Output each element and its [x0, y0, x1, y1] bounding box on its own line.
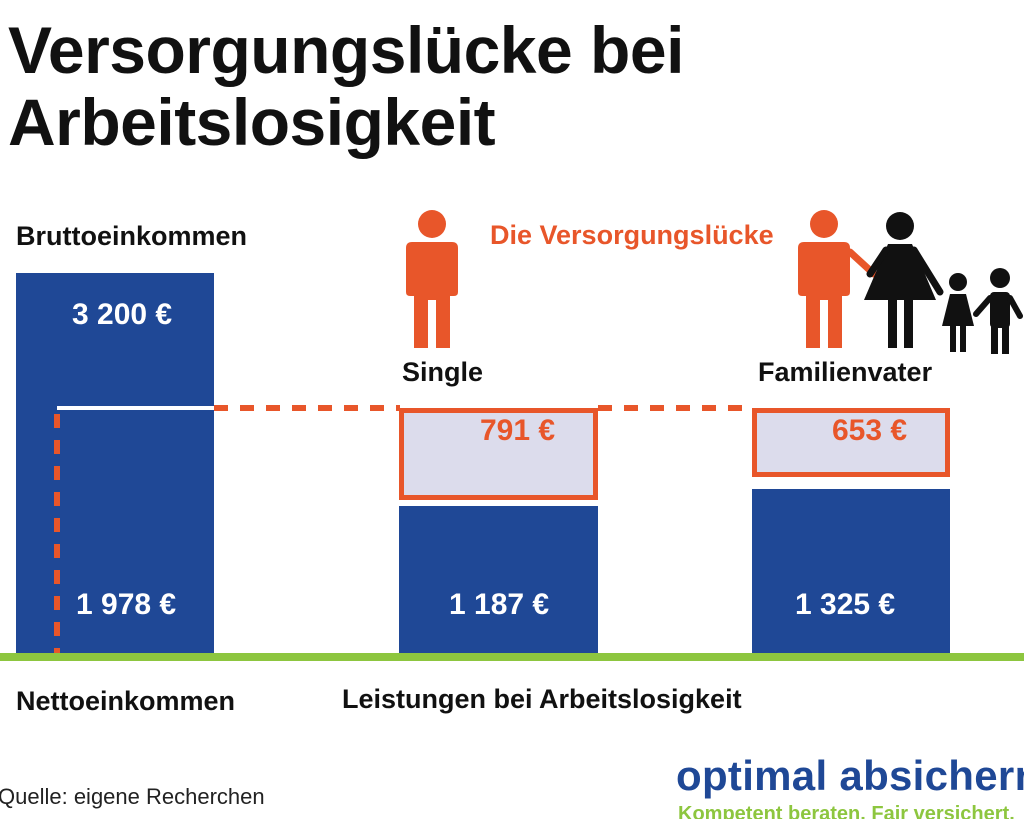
gross-income-label: Bruttoeinkommen [16, 221, 248, 251]
family-label: Familienvater [758, 357, 933, 387]
title-line-2: Arbeitslosigkeit [8, 85, 496, 159]
single-gap-value-label: 791 € [480, 414, 556, 447]
person-icon [406, 210, 458, 348]
gap-heading: Die Versorgungslücke [490, 220, 774, 250]
title-line-1: Versorgungslücke bei [8, 13, 684, 87]
brand-tagline: Kompetent beraten. Fair versichert. [678, 803, 1015, 819]
net-value-label: 1 978 € [76, 588, 177, 621]
family-gap-value-label: 653 € [832, 414, 908, 447]
gross-income-bar [16, 273, 214, 653]
single-benefit-value-label: 1 187 € [449, 588, 550, 621]
family-gap-box [752, 408, 950, 477]
single-gap-box [399, 408, 598, 500]
benefits-label: Leistungen bei Arbeitslosigkeit [342, 684, 742, 714]
baseline [0, 653, 1024, 661]
page-title: Versorgungslücke bei Arbeitslosigkeit [8, 14, 684, 158]
source-note: Quelle: eigene Recherchen [0, 784, 265, 809]
gross-value-label: 3 200 € [72, 298, 173, 331]
net-income-level-line [57, 406, 214, 410]
single-benefit-bar [399, 505, 598, 653]
family-benefit-bar [752, 488, 950, 653]
single-label: Single [402, 357, 484, 387]
family-benefit-value-label: 1 325 € [795, 588, 896, 621]
family-icon [798, 210, 1023, 354]
brand-logo: optimal absichern [676, 752, 1024, 799]
net-income-label: Nettoeinkommen [16, 686, 236, 716]
